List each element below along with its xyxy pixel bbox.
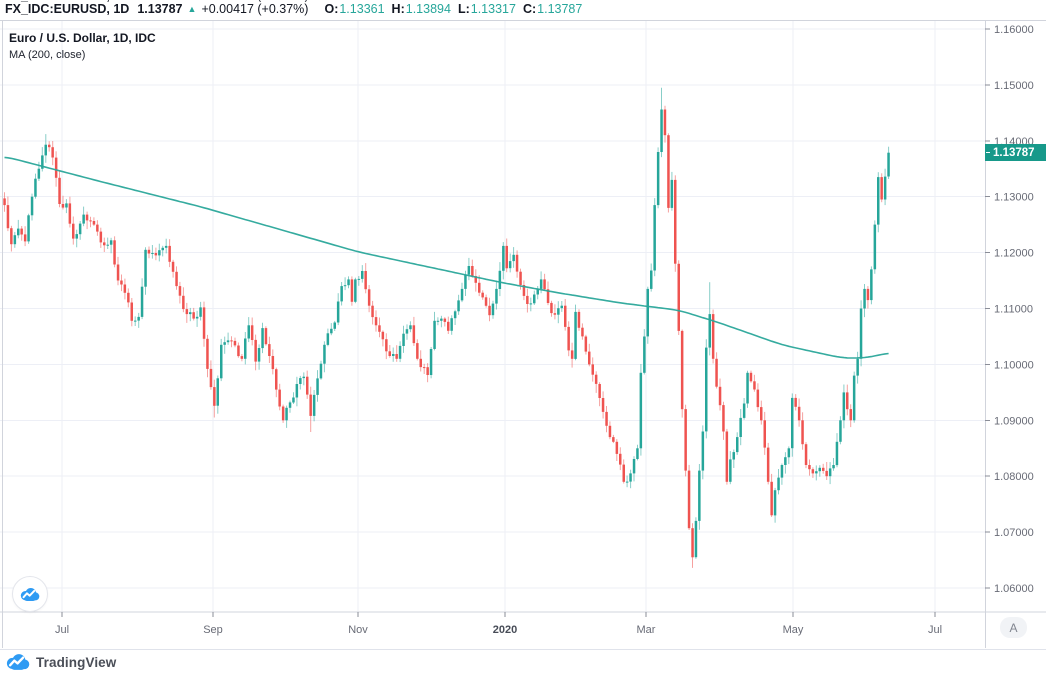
price-axis-labels[interactable]: 1.160001.150001.140001.130001.120001.110… xyxy=(985,24,1034,595)
tradingview-attribution[interactable]: TradingView xyxy=(6,654,116,670)
svg-text:2020: 2020 xyxy=(493,624,517,636)
svg-text:1.16000: 1.16000 xyxy=(994,24,1034,36)
price-change: +0.00417 (+0.37%) xyxy=(201,2,309,16)
svg-text:1.09000: 1.09000 xyxy=(994,415,1034,427)
svg-text:Jul: Jul xyxy=(55,624,69,636)
svg-text:May: May xyxy=(783,624,804,636)
open-value: 1.13361 xyxy=(339,2,385,16)
tradingview-wordmark[interactable]: TradingView xyxy=(36,654,117,670)
symbol-info-bar: FX_IDC:EURUSD, 1D 1.13787 ▲ +0.00417 (+0… xyxy=(5,2,582,18)
price-chart-canvas[interactable]: 1.160001.150001.140001.130001.120001.110… xyxy=(0,20,1046,648)
gridlines xyxy=(0,20,985,612)
svg-text:Mar: Mar xyxy=(637,624,656,636)
svg-text:1.12000: 1.12000 xyxy=(994,248,1034,260)
close-label: C: xyxy=(522,2,537,16)
last-price: 1.13787 xyxy=(137,2,183,16)
low-value: 1.13317 xyxy=(470,2,516,16)
close-value: 1.13787 xyxy=(537,2,583,16)
footer-divider xyxy=(0,649,1046,650)
chart-borders xyxy=(0,20,1046,648)
svg-text:Nov: Nov xyxy=(348,624,368,636)
svg-text:Sep: Sep xyxy=(203,624,223,636)
svg-text:1.07000: 1.07000 xyxy=(994,527,1034,539)
high-value: 1.13894 xyxy=(405,2,451,16)
price-axis-tick xyxy=(986,151,990,154)
svg-text:1.08000: 1.08000 xyxy=(994,471,1034,483)
chart-legend: Euro / U.S. Dollar, 1D, IDC MA (200, clo… xyxy=(9,31,156,62)
tradingview-cloud-icon xyxy=(6,654,30,670)
svg-text:1.13000: 1.13000 xyxy=(994,192,1034,204)
svg-text:Jul: Jul xyxy=(928,624,942,636)
legend-symbol-title[interactable]: Euro / U.S. Dollar, 1D, IDC xyxy=(9,31,156,45)
svg-text:1.10000: 1.10000 xyxy=(994,359,1034,371)
low-label: L: xyxy=(457,2,470,16)
last-price-axis-label: 1.13787 xyxy=(985,144,1046,162)
svg-text:1.11000: 1.11000 xyxy=(994,304,1033,316)
candlesticks xyxy=(3,87,890,568)
tradingview-chart-logo-button[interactable] xyxy=(12,576,48,612)
ma-200-line xyxy=(4,156,889,359)
auto-scale-button[interactable]: A xyxy=(1000,617,1027,638)
high-label: H: xyxy=(391,2,405,16)
last-price-axis-value: 1.13787 xyxy=(993,146,1035,159)
legend-ma-indicator[interactable]: MA (200, close) xyxy=(9,49,86,61)
open-label: O: xyxy=(324,2,339,16)
clipped-header-row: FX_IDC:EURUSD, 1D 1.13787 ▲ +0.00417 (+0… xyxy=(0,0,1046,2)
price-up-arrow-icon: ▲ xyxy=(187,4,197,14)
svg-text:1.15000: 1.15000 xyxy=(994,80,1034,92)
time-axis-labels[interactable]: Jul Sep Nov 2020 Mar May Jul xyxy=(55,612,942,636)
svg-text:1.06000: 1.06000 xyxy=(994,583,1034,595)
tradingview-cloud-icon xyxy=(20,587,40,601)
symbol-name[interactable]: FX_IDC:EURUSD, 1D xyxy=(5,2,130,16)
